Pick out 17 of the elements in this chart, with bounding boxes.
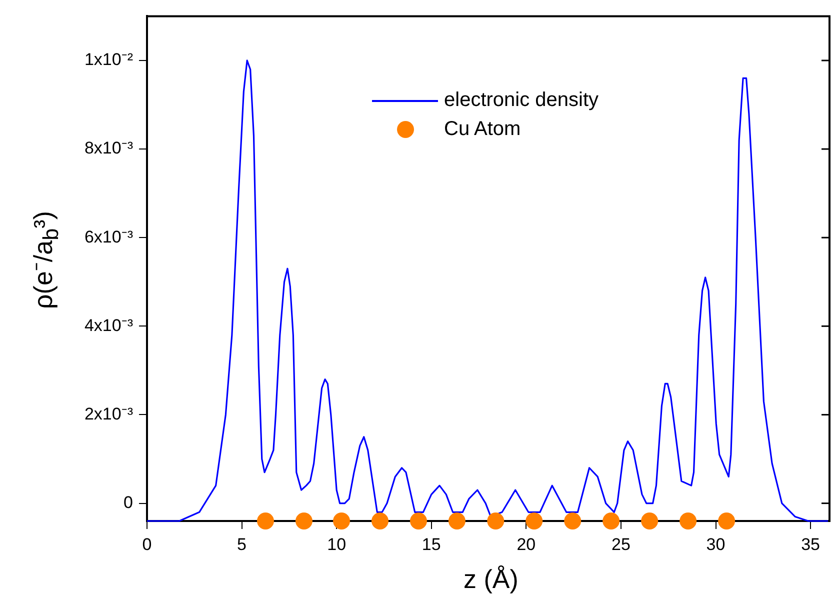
x-tick-label: 0 xyxy=(142,534,152,554)
x-tick-label: 10 xyxy=(327,534,346,554)
y-tick-label: 6x10⁻³ xyxy=(84,227,134,246)
y-tick-label: 1x10⁻² xyxy=(84,50,134,70)
x-tick-label: 5 xyxy=(237,534,247,554)
x-tick-label: 25 xyxy=(611,534,630,554)
legend-label: electronic density xyxy=(444,89,599,112)
x-axis-title: z (Å) xyxy=(462,564,520,595)
y-tick-label: 0 xyxy=(124,492,133,512)
x-tick-label: 15 xyxy=(422,534,441,554)
y-tick-label: 2x10⁻³ xyxy=(84,404,134,424)
y-tick-label: 8x10⁻³ xyxy=(84,138,134,158)
y-tick-label: 4x10⁻³ xyxy=(84,316,134,335)
x-tick-label: 20 xyxy=(516,534,536,554)
x-tick-label: 35 xyxy=(801,534,820,554)
legend-label: Cu Atom xyxy=(444,118,521,141)
x-tick-label: 30 xyxy=(706,534,726,554)
